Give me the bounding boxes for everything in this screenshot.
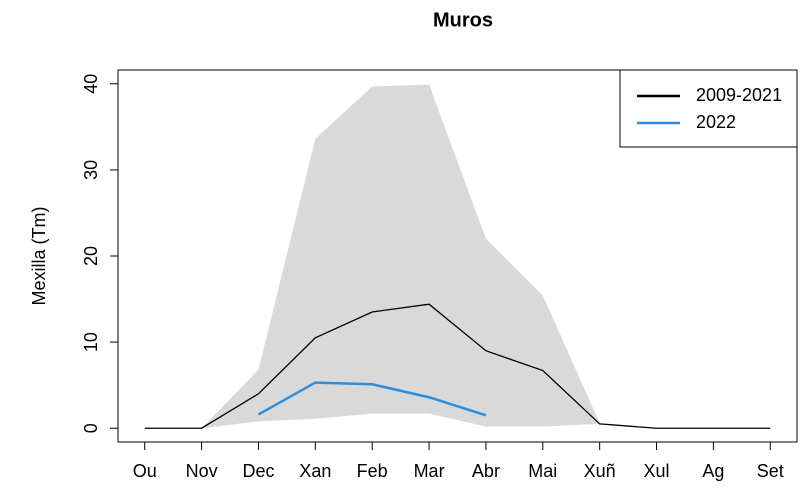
x-tick-label: Xul <box>644 461 670 481</box>
legend-label: 2022 <box>696 112 736 132</box>
y-tick-label: 10 <box>81 332 101 352</box>
x-tick-label: Feb <box>357 461 388 481</box>
x-tick-label: Mai <box>528 461 557 481</box>
legend-label: 2009-2021 <box>696 85 782 105</box>
x-tick-label: Xan <box>299 461 331 481</box>
x-tick-label: Mar <box>414 461 445 481</box>
chart-title: Muros <box>433 9 493 31</box>
x-tick-label: Dec <box>242 461 274 481</box>
y-tick-label: 20 <box>81 246 101 266</box>
x-tick-label: Ag <box>702 461 724 481</box>
x-tick-label: Set <box>757 461 784 481</box>
x-tick-label: Ou <box>133 461 157 481</box>
x-tick-label: Abr <box>472 461 500 481</box>
x-tick-label: Xuñ <box>584 461 616 481</box>
y-tick-label: 30 <box>81 160 101 180</box>
x-tick-label: Nov <box>186 461 218 481</box>
range-band <box>144 84 771 429</box>
y-axis-label: Mexilla (Tm) <box>29 207 49 306</box>
series-line <box>257 381 487 417</box>
y-tick-label: 40 <box>81 74 101 94</box>
legend-box <box>619 69 798 148</box>
y-tick-label: 0 <box>81 423 101 433</box>
series-line <box>144 303 771 429</box>
